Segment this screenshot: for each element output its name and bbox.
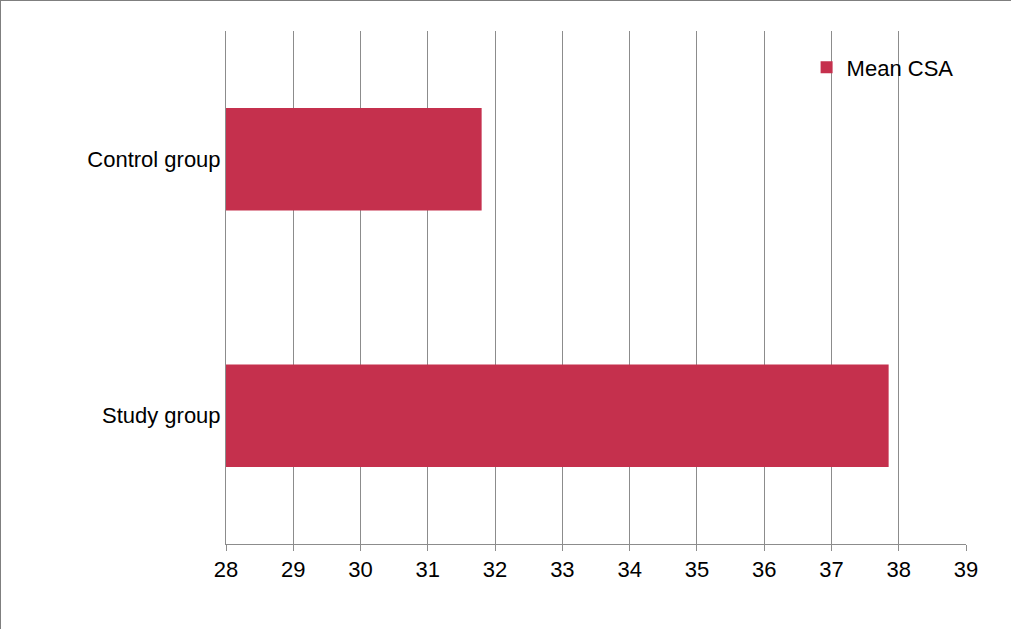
- svg-text:38: 38: [886, 557, 910, 582]
- svg-text:28: 28: [214, 557, 238, 582]
- svg-text:33: 33: [550, 557, 574, 582]
- svg-text:34: 34: [617, 557, 641, 582]
- svg-text:Control group: Control group: [87, 147, 220, 172]
- svg-text:37: 37: [819, 557, 843, 582]
- svg-text:Mean CSA: Mean CSA: [847, 56, 954, 81]
- svg-text:Study group: Study group: [102, 403, 221, 428]
- svg-text:39: 39: [954, 557, 978, 582]
- svg-text:29: 29: [281, 557, 305, 582]
- svg-text:31: 31: [416, 557, 440, 582]
- svg-text:36: 36: [752, 557, 776, 582]
- svg-text:35: 35: [685, 557, 709, 582]
- svg-text:30: 30: [348, 557, 372, 582]
- svg-text:32: 32: [483, 557, 507, 582]
